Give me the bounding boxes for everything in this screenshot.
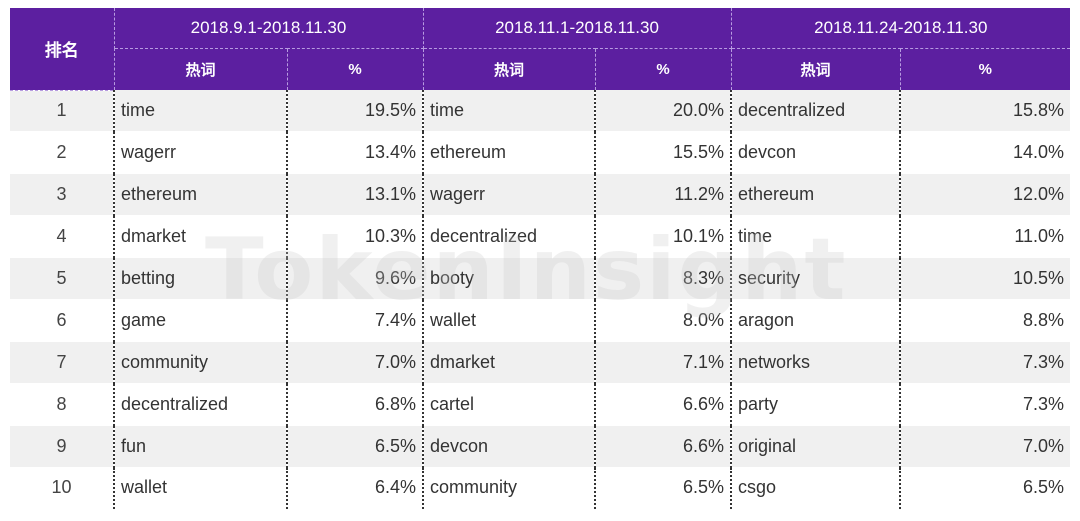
percent-cell: 7.3% bbox=[899, 383, 1071, 426]
word-cell: booty bbox=[422, 257, 595, 300]
table-row: 5 betting 9.6% booty 8.3% security 10.5% bbox=[10, 257, 1071, 300]
percent-cell: 6.4% bbox=[286, 467, 423, 510]
word-cell: community bbox=[113, 341, 287, 384]
percent-cell: 19.5% bbox=[286, 90, 423, 133]
rank-cell: 10 bbox=[10, 467, 114, 510]
percent-cell: 7.0% bbox=[899, 425, 1071, 468]
percent-cell: 7.4% bbox=[286, 299, 423, 342]
percent-cell: 10.3% bbox=[286, 215, 423, 259]
pct-header-3: % bbox=[900, 48, 1071, 90]
word-cell: wagerr bbox=[113, 131, 287, 175]
pct-header-2: % bbox=[595, 48, 732, 90]
word-cell: dmarket bbox=[422, 341, 595, 384]
table-row: 3 ethereum 13.1% wagerr 11.2% ethereum 12.0% bbox=[10, 173, 1071, 217]
rank-cell: 8 bbox=[10, 383, 114, 426]
rank-cell: 1 bbox=[10, 90, 114, 133]
word-cell: party bbox=[730, 383, 901, 426]
word-cell: devcon bbox=[422, 425, 595, 468]
rank-cell: 7 bbox=[10, 341, 114, 384]
period-header-3: 2018.11.24-2018.11.30 bbox=[731, 8, 1071, 49]
word-cell: betting bbox=[113, 257, 287, 300]
table-body: 1 time 19.5% time 20.0% decentralized 15.8% 2 wa… bbox=[10, 90, 1071, 510]
word-cell: decentralized bbox=[730, 90, 901, 133]
word-cell: networks bbox=[730, 341, 901, 384]
word-cell: fun bbox=[113, 425, 287, 468]
word-cell: time bbox=[730, 215, 901, 259]
word-cell: devcon bbox=[730, 131, 901, 175]
percent-cell: 8.8% bbox=[899, 299, 1071, 342]
percent-cell: 13.1% bbox=[286, 173, 423, 217]
header-row-periods: 排名 2018.9.1-2018.11.30 2018.11.1-2018.11… bbox=[10, 8, 1071, 91]
word-cell: game bbox=[113, 299, 287, 342]
rank-cell: 5 bbox=[10, 257, 114, 300]
percent-cell: 8.0% bbox=[593, 299, 732, 342]
table-row: 10 wallet 6.4% community 6.5% csgo 6.5% bbox=[10, 467, 1071, 510]
word-cell: decentralized bbox=[422, 215, 595, 259]
percent-cell: 7.0% bbox=[286, 341, 423, 384]
word-cell: aragon bbox=[730, 299, 901, 342]
rank-cell: 9 bbox=[10, 425, 114, 468]
hot-words-table-container: 排名 2018.9.1-2018.11.30 2018.11.1-2018.11… bbox=[10, 8, 1071, 510]
percent-cell: 6.5% bbox=[593, 467, 732, 510]
percent-cell: 6.6% bbox=[593, 425, 732, 468]
word-cell: dmarket bbox=[113, 215, 287, 259]
table-row: 1 time 19.5% time 20.0% decentralized 15.8% bbox=[10, 90, 1071, 133]
percent-cell: 11.2% bbox=[593, 173, 732, 217]
percent-cell: 10.1% bbox=[593, 215, 732, 259]
word-cell: decentralized bbox=[113, 383, 287, 426]
header-row-columns: 热词 % 热词 % 热词 % bbox=[10, 48, 1071, 90]
percent-cell: 9.6% bbox=[286, 257, 423, 300]
word-cell: time bbox=[113, 90, 287, 133]
percent-cell: 6.6% bbox=[593, 383, 732, 426]
table-row: 2 wagerr 13.4% ethereum 15.5% devcon 14.0% bbox=[10, 131, 1071, 175]
rank-cell: 3 bbox=[10, 173, 114, 217]
pct-header-1: % bbox=[287, 48, 424, 90]
rank-header: 排名 bbox=[10, 8, 115, 91]
word-cell: security bbox=[730, 257, 901, 300]
percent-cell: 6.8% bbox=[286, 383, 423, 426]
table-row: 4 dmarket 10.3% decentralized 10.1% time 11.0% bbox=[10, 215, 1071, 259]
word-cell: wallet bbox=[113, 467, 287, 510]
word-cell: ethereum bbox=[113, 173, 287, 217]
word-cell: time bbox=[422, 90, 595, 133]
percent-cell: 8.3% bbox=[593, 257, 732, 300]
percent-cell: 13.4% bbox=[286, 131, 423, 175]
percent-cell: 6.5% bbox=[286, 425, 423, 468]
rank-cell: 2 bbox=[10, 131, 114, 175]
word-cell: cartel bbox=[422, 383, 595, 426]
period-header-1: 2018.9.1-2018.11.30 bbox=[114, 8, 424, 49]
word-cell: wagerr bbox=[422, 173, 595, 217]
percent-cell: 20.0% bbox=[593, 90, 732, 133]
word-header-1: 热词 bbox=[114, 48, 288, 90]
hot-words-table: 排名 2018.9.1-2018.11.30 2018.11.1-2018.11… bbox=[10, 8, 1071, 510]
rank-cell: 6 bbox=[10, 299, 114, 342]
percent-cell: 7.1% bbox=[593, 341, 732, 384]
word-header-3: 热词 bbox=[731, 48, 901, 90]
table-row: 9 fun 6.5% devcon 6.6% original 7.0% bbox=[10, 425, 1071, 468]
percent-cell: 11.0% bbox=[899, 215, 1071, 259]
word-cell: ethereum bbox=[422, 131, 595, 175]
word-cell: original bbox=[730, 425, 901, 468]
period-header-2: 2018.11.1-2018.11.30 bbox=[423, 8, 732, 49]
word-cell: ethereum bbox=[730, 173, 901, 217]
percent-cell: 6.5% bbox=[899, 467, 1071, 510]
percent-cell: 7.3% bbox=[899, 341, 1071, 384]
percent-cell: 14.0% bbox=[899, 131, 1071, 175]
table-row: 6 game 7.4% wallet 8.0% aragon 8.8% bbox=[10, 299, 1071, 342]
word-header-2: 热词 bbox=[423, 48, 596, 90]
percent-cell: 10.5% bbox=[899, 257, 1071, 300]
word-cell: community bbox=[422, 467, 595, 510]
word-cell: wallet bbox=[422, 299, 595, 342]
percent-cell: 15.8% bbox=[899, 90, 1071, 133]
rank-cell: 4 bbox=[10, 215, 114, 259]
table-row: 8 decentralized 6.8% cartel 6.6% party 7.3% bbox=[10, 383, 1071, 426]
percent-cell: 15.5% bbox=[593, 131, 732, 175]
table-row: 7 community 7.0% dmarket 7.1% networks 7.3% bbox=[10, 341, 1071, 384]
word-cell: csgo bbox=[730, 467, 901, 510]
percent-cell: 12.0% bbox=[899, 173, 1071, 217]
